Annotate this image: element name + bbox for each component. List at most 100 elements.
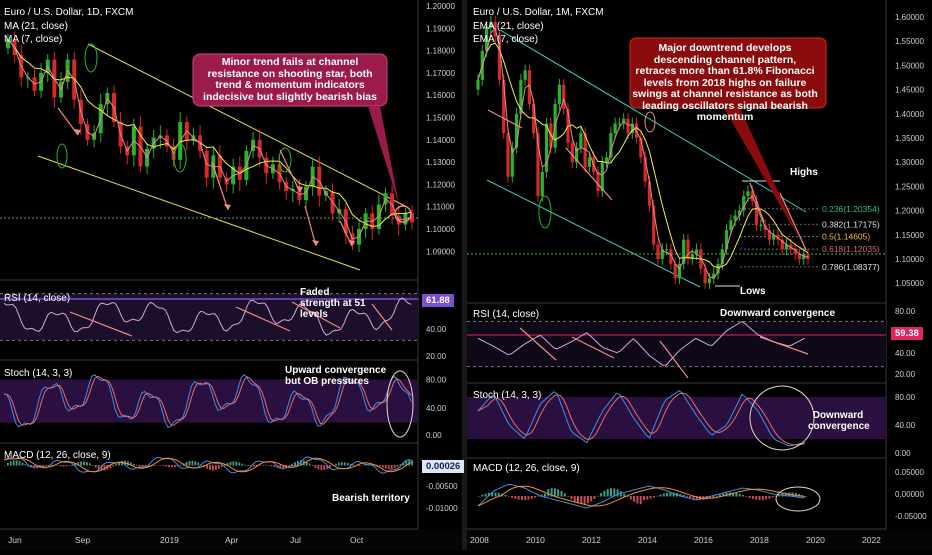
left-shooting-star-circle (394, 205, 412, 223)
right-macd-hist-33 (586, 496, 589, 504)
right-macd-hist-85 (758, 496, 761, 501)
right-macd-hist-40 (610, 488, 612, 497)
left-ma7-legend: MA (7, close) (4, 34, 63, 45)
left-macd-hist-26 (80, 461, 82, 466)
left-trend-arrowhead-2 (296, 186, 303, 192)
left-macd-hist-76 (226, 462, 229, 466)
right-macd-hist-82 (748, 496, 751, 498)
left-macd-hist-30 (91, 465, 94, 466)
left-rsi-band (0, 293, 418, 341)
left-macd-hist-46 (138, 465, 141, 467)
right-candle-36 (630, 123, 634, 134)
left-macd-hist-23 (71, 464, 74, 466)
left-macd-hist-78 (232, 461, 235, 466)
left-macd-hist-35 (106, 465, 109, 470)
right-macd-hist-70 (709, 496, 711, 499)
right-candle-30 (604, 157, 609, 163)
left-macd-hist-15 (47, 464, 50, 466)
right-candle-7 (506, 133, 510, 177)
right-macd-hist-97 (798, 493, 801, 497)
left-macd-hist-139 (411, 460, 414, 466)
right-candle-63 (746, 191, 750, 197)
left-macd-hist-4 (15, 460, 18, 466)
right-macd-hist-34 (590, 496, 593, 502)
left-trend-arrow-1 (211, 161, 229, 211)
left-macd-hist-127 (376, 464, 378, 466)
left-rsi-arrow-2 (291, 301, 341, 329)
left-price-tick-2: 1.18000 (426, 47, 455, 56)
left-macd-hist-51 (153, 465, 156, 466)
left-macd-tick-1: -0.01000 (426, 504, 458, 513)
left-macd-hist-70 (209, 465, 211, 471)
right-macd-tick-1: 0.00000 (895, 490, 924, 499)
left-macd-hist-24 (74, 463, 77, 466)
left-macd-hist-45 (135, 465, 138, 466)
left-macd-hist-111 (329, 465, 332, 468)
left-macd-hist-18 (56, 465, 59, 466)
left-trend-arrowhead-3 (312, 240, 319, 246)
left-macd-hist-7 (24, 464, 27, 466)
left-macd-hist-129 (381, 465, 384, 468)
right-macd-hist-4 (491, 492, 494, 497)
right-macd-hist-38 (603, 490, 606, 497)
left-macd-hist-75 (223, 464, 226, 466)
right-price-tick-9: 1.15000 (895, 231, 924, 240)
right-macd-hist-99 (804, 496, 807, 497)
right-macd-hist-55 (659, 494, 662, 497)
right-macd-hist-81 (745, 496, 748, 497)
left-macd-hist-77 (229, 461, 232, 466)
left-macd-hist-79 (235, 461, 238, 466)
left-trend-arrowhead-0 (74, 129, 81, 135)
left-macd-hist-20 (62, 465, 65, 467)
right-macd-hist-57 (666, 492, 669, 497)
panel-separator (462, 0, 467, 550)
left-macd-hist-72 (214, 465, 217, 471)
left-ma7-line (7, 39, 413, 240)
right-x-tick-4: 2016 (694, 535, 713, 545)
left-macd-hist-87 (258, 465, 261, 466)
right-candle-22 (570, 142, 574, 163)
left-macd-hist-95 (282, 465, 285, 469)
right-trend-arrow-2 (749, 182, 765, 223)
left-macd-hist-44 (132, 463, 135, 466)
right-candle-68 (767, 229, 772, 240)
left-macd-hist-37 (112, 465, 115, 467)
right-macd-hist-19 (540, 494, 543, 497)
right-macd-hist-39 (606, 489, 609, 497)
left-macd-hist-109 (323, 465, 326, 471)
left-macd-hist-25 (77, 462, 80, 466)
right-candle-11 (523, 70, 527, 80)
right-macd-tick-2: -0.05000 (895, 512, 927, 521)
right-candle-31 (609, 133, 613, 158)
right-candle-50 (690, 254, 694, 259)
fib-label-4: 0.618(1.12035) (822, 244, 880, 254)
right-macd-title: MACD (12, 26, close, 9) (473, 463, 580, 474)
left-macd-hist-74 (220, 465, 223, 468)
right-time-axis (467, 529, 932, 550)
right-macd-signal-line (477, 485, 805, 507)
right-rsi-tick-2: 40.00 (895, 349, 916, 358)
right-candle-66 (759, 225, 763, 227)
left-rsi-arrow-0 (69, 311, 133, 337)
left-analysis-note: Minor trend fails at channel resistance … (203, 56, 377, 103)
fib-label-5: 0.786(1.08377) (822, 262, 880, 272)
left-macd-hist-110 (326, 465, 329, 470)
right-x-tick-2: 2012 (582, 535, 601, 545)
right-rsi-tick-3: 20.00 (895, 370, 916, 379)
right-macd-hist-12 (517, 496, 520, 500)
left-macd-hist-108 (320, 465, 323, 471)
right-candle-16 (544, 123, 549, 172)
left-stoch-tick-0: 80.00 (426, 375, 447, 384)
right-candle-25 (583, 133, 587, 168)
right-macd-hist-22 (550, 488, 553, 497)
right-macd-hist-37 (600, 493, 603, 497)
left-macd-hist-43 (129, 462, 132, 466)
right-macd-hist-21 (547, 489, 550, 497)
right-price-tick-8: 1.20000 (895, 207, 924, 216)
right-price-tick-6: 1.30000 (895, 158, 924, 167)
right-macd-hist-63 (685, 496, 688, 497)
right-price-tick-0: 1.60000 (895, 13, 924, 22)
right-macd-hist-41 (613, 488, 616, 497)
right-candle-20 (562, 84, 566, 109)
left-macd-hist-5 (18, 461, 21, 466)
